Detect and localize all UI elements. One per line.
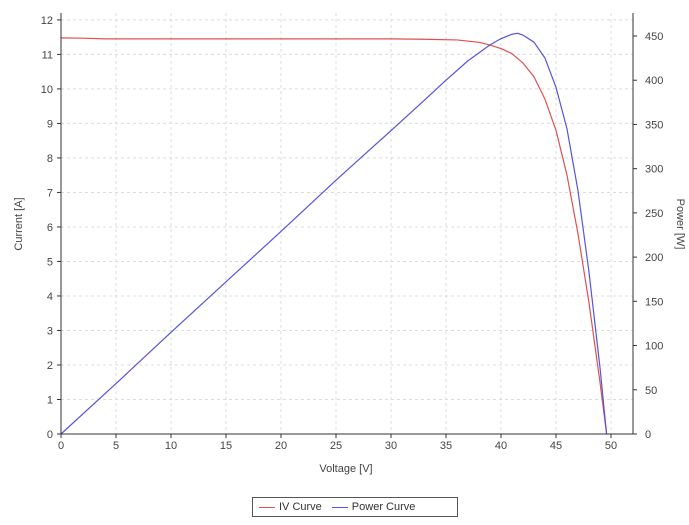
legend-label-power-curve: Power Curve bbox=[351, 501, 416, 513]
y-right-tick-label: 350 bbox=[645, 119, 663, 131]
y-left-tick-label: 6 bbox=[47, 222, 53, 234]
y-right-tick-label: 300 bbox=[645, 164, 663, 176]
y-left-tick-label: 5 bbox=[47, 256, 53, 268]
y-left-tick-label: 10 bbox=[41, 84, 53, 96]
x-tick-label: 40 bbox=[495, 440, 507, 452]
y-left-tick-label: 7 bbox=[47, 187, 53, 199]
y-right-tick-label: 0 bbox=[645, 429, 651, 441]
y-right-tick-label: 250 bbox=[645, 208, 663, 220]
x-tick-label: 20 bbox=[275, 440, 287, 452]
grid-lines bbox=[60, 13, 633, 435]
y-left-tick-label: 8 bbox=[47, 153, 53, 165]
legend-swatch-iv-curve bbox=[259, 506, 275, 508]
series-line-power-curve bbox=[60, 32, 608, 435]
chart-legend: IV Curve Power Curve bbox=[252, 497, 458, 517]
y-axis-right-label: Power [W] bbox=[674, 199, 686, 250]
y-right-tick-label: 150 bbox=[645, 296, 663, 308]
x-tick-label: 35 bbox=[440, 440, 452, 452]
x-tick-label: 50 bbox=[605, 440, 617, 452]
y-right-tick-label: 200 bbox=[645, 252, 663, 264]
axes: 0 5 10 15 20 25 30 35 40 45 5001234567891011120501… bbox=[41, 13, 663, 452]
y-left-tick-label: 3 bbox=[47, 325, 53, 337]
y-left-tick-label: 0 bbox=[47, 429, 53, 441]
y-right-tick-label: 450 bbox=[645, 31, 663, 43]
x-tick-label: 5 bbox=[113, 440, 119, 452]
x-tick-label: 45 bbox=[550, 440, 562, 452]
y-left-tick-label: 9 bbox=[47, 118, 53, 130]
x-tick-label: 25 bbox=[330, 440, 342, 452]
legend-item-iv-curve: IV Curve bbox=[259, 501, 322, 513]
series-layer bbox=[60, 32, 608, 435]
y-right-tick-label: 100 bbox=[645, 341, 663, 353]
x-tick-label: 30 bbox=[385, 440, 397, 452]
x-tick-label: 0 bbox=[58, 440, 64, 452]
y-left-tick-label: 2 bbox=[47, 360, 53, 372]
y-left-tick-label: 1 bbox=[47, 394, 53, 406]
series-line-iv-curve bbox=[60, 37, 608, 435]
y-right-tick-label: 400 bbox=[645, 75, 663, 87]
x-tick-label: 15 bbox=[220, 440, 232, 452]
x-axis-label: Voltage [V] bbox=[319, 463, 372, 475]
y-left-tick-label: 11 bbox=[42, 49, 53, 61]
x-tick-label: 10 bbox=[165, 440, 177, 452]
axis-labels: Voltage [V] Current [A] Power [W] bbox=[13, 197, 686, 475]
y-axis-left-label: Current [A] bbox=[13, 197, 25, 250]
legend-label-iv-curve: IV Curve bbox=[279, 501, 322, 513]
legend-item-power-curve: Power Curve bbox=[331, 501, 416, 513]
legend-swatch-power-curve bbox=[331, 506, 348, 508]
y-left-tick-label: 12 bbox=[41, 15, 53, 27]
y-left-tick-label: 4 bbox=[47, 291, 53, 303]
y-right-tick-label: 50 bbox=[645, 385, 657, 397]
